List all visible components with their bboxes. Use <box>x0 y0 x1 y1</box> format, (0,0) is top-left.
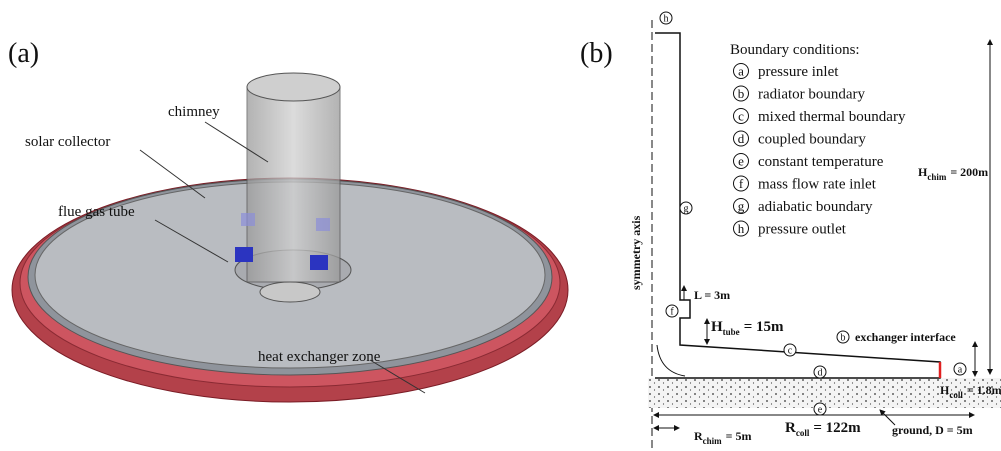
marker-letter: b <box>738 86 745 101</box>
marker-letter: c <box>738 108 744 123</box>
marker-letter: a <box>738 63 744 78</box>
figure: (a) chimney solar collector flue gas tub… <box>0 0 1001 451</box>
legend-text: radiator boundary <box>758 87 866 103</box>
callout: solar collector <box>25 134 110 150</box>
interface-label: exchanger interface <box>855 330 956 344</box>
dimension-symbol: R <box>785 420 796 436</box>
panel-b: (b) symmetry axis Boundary conditions: g… <box>580 12 1001 451</box>
marker-letter: g <box>684 203 689 214</box>
dimension: ground, D = 5m <box>892 423 973 437</box>
dimension: Rcoll= 122m <box>785 420 861 438</box>
panel-label: (a) <box>8 38 39 69</box>
dimension-subscript: tube <box>723 327 740 337</box>
marker-letter: c <box>788 345 793 356</box>
dimension-value: = 5m <box>726 429 752 443</box>
legend-text: pressure outlet <box>758 222 847 238</box>
legend-text: coupled boundary <box>758 132 866 148</box>
dimension: Rchim= 5m <box>694 429 752 446</box>
legend-title: Boundary conditions: <box>730 42 860 58</box>
dimension-subscript: coll <box>949 390 963 400</box>
marker-letter: b <box>841 332 846 343</box>
dimension-symbol: H <box>711 319 723 335</box>
marker-letter: f <box>739 176 744 191</box>
dimension-subscript: chim <box>703 436 723 446</box>
dimension-value: = 122m <box>813 420 861 436</box>
dimension-value: = 200m <box>950 165 988 179</box>
marker-letter: d <box>818 367 823 378</box>
panel-label: (b) <box>580 38 613 69</box>
marker-letter: h <box>664 13 669 24</box>
dimension-subscript: coll <box>796 428 810 438</box>
dimension: Htube = 15m <box>711 319 784 337</box>
axis-label: symmetry axis <box>629 215 643 290</box>
marker-letter: e <box>818 404 823 415</box>
marker-letter: h <box>738 221 745 236</box>
marker-letter: e <box>738 153 744 168</box>
marker-letter: a <box>958 364 963 375</box>
legend-text: constant temperature <box>758 154 884 170</box>
dimension-value: = 1.8m <box>967 383 1001 397</box>
callout: chimney <box>168 104 220 120</box>
dimension-value: = 15m <box>744 319 784 335</box>
legend-text: adiabatic boundary <box>758 199 873 215</box>
dimension-symbol: R <box>694 429 703 443</box>
callout: flue gas tube <box>58 204 135 220</box>
legend-text: mass flow rate inlet <box>758 177 877 193</box>
dimension: L = 3m <box>694 288 730 302</box>
panel-a: (a) chimney solar collector flue gas tub… <box>8 38 568 402</box>
callout: heat exchanger zone <box>258 349 381 365</box>
legend-text: mixed thermal boundary <box>758 109 906 125</box>
marker-letter: g <box>738 198 745 213</box>
dimension: Hchim= 200m <box>918 165 988 182</box>
marker-letter: d <box>738 131 745 146</box>
legend-text: pressure inlet <box>758 64 839 80</box>
dimension-subscript: chim <box>927 172 947 182</box>
